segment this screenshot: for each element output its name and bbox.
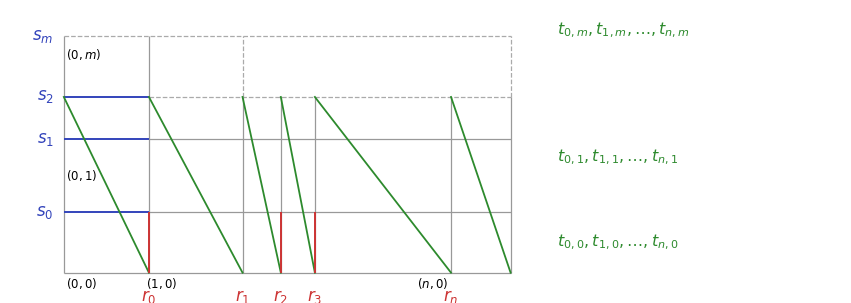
Text: $t_{0,0}, t_{1,0}, \ldots, t_{n,0}$: $t_{0,0}, t_{1,0}, \ldots, t_{n,0}$ <box>557 233 679 252</box>
Text: $t_{0,m}, t_{1,m}, \ldots, t_{n,m}$: $t_{0,m}, t_{1,m}, \ldots, t_{n,m}$ <box>557 21 690 40</box>
Text: $s_m$: $s_m$ <box>32 28 54 45</box>
Text: $s_0$: $s_0$ <box>37 204 54 221</box>
Text: $s_1$: $s_1$ <box>37 131 54 148</box>
Text: $(0,0)$: $(0,0)$ <box>66 276 98 291</box>
Text: $r_0$: $r_0$ <box>141 288 157 303</box>
Text: $(n,0)$: $(n,0)$ <box>417 276 448 291</box>
Text: $r_1$: $r_1$ <box>235 288 250 303</box>
Text: $s_2$: $s_2$ <box>37 88 54 105</box>
Text: $(0,m)$: $(0,m)$ <box>66 47 101 62</box>
Text: $r_3$: $r_3$ <box>307 288 323 303</box>
Text: $t_{0,1}, t_{1,1}, \ldots, t_{n,1}$: $t_{0,1}, t_{1,1}, \ldots, t_{n,1}$ <box>557 148 678 167</box>
Text: $r_2$: $r_2$ <box>273 288 288 303</box>
Text: $r_n$: $r_n$ <box>443 288 459 303</box>
Text: $(0,1)$: $(0,1)$ <box>66 168 98 183</box>
Text: $(1,0)$: $(1,0)$ <box>146 276 178 291</box>
